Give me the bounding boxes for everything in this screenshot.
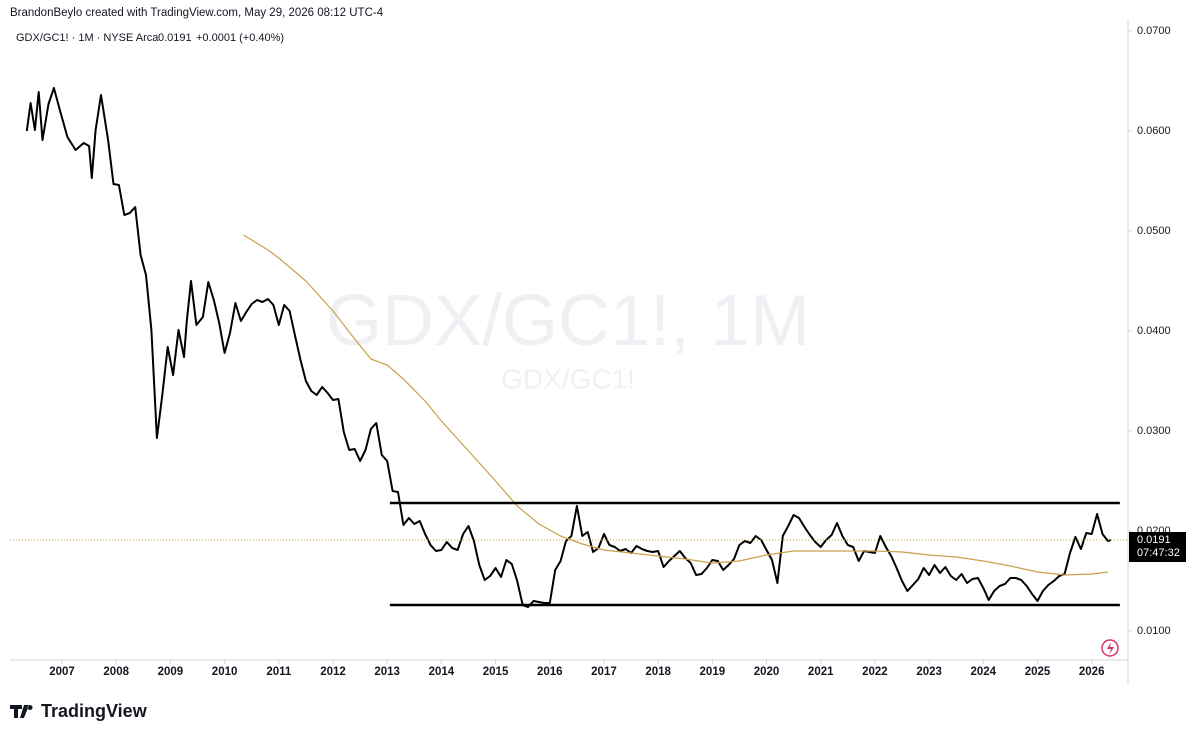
x-tick-label: 2023 — [916, 666, 942, 678]
y-tick-label: 0.0700 — [1137, 25, 1171, 37]
x-tick-label: 2014 — [429, 666, 455, 678]
x-tick-label: 2018 — [645, 666, 671, 678]
price-tag-countdown: 07:47:32 — [1137, 547, 1180, 559]
x-tick-label: 2020 — [754, 666, 780, 678]
x-tick-label: 2024 — [971, 666, 997, 678]
y-tick-label: 0.0600 — [1137, 125, 1171, 137]
x-tick-label: 2016 — [537, 666, 563, 678]
y-tick-label: 0.0400 — [1137, 325, 1171, 337]
logo-mark — [10, 705, 33, 718]
price-line — [243, 234, 1108, 576]
y-tick-label: 0.0300 — [1137, 425, 1171, 437]
x-tick-label: 2007 — [49, 666, 75, 678]
price-change: +0.0001 (+0.40%) — [196, 32, 284, 44]
x-tick-label: 2017 — [591, 666, 617, 678]
x-tick-label: 2009 — [158, 666, 184, 678]
alert-icon-bolt — [1107, 642, 1114, 655]
y-tick-label: 0.0500 — [1137, 225, 1171, 237]
plot — [10, 87, 1128, 608]
x-tick-label: 2021 — [808, 666, 834, 678]
watermark-sub: GDX/GC1! — [501, 363, 635, 394]
y-tick-label: 0.0100 — [1137, 625, 1171, 637]
x-tick-label: 2011 — [266, 666, 292, 678]
x-tick-label: 2025 — [1025, 666, 1051, 678]
x-tick-label: 2022 — [862, 666, 888, 678]
x-tick-label: 2026 — [1079, 666, 1105, 678]
x-tick-label: 2008 — [103, 666, 129, 678]
price-tag — [1129, 532, 1186, 562]
x-tick-label: 2019 — [700, 666, 726, 678]
alert-icon[interactable] — [1101, 639, 1119, 657]
symbol: GDX/GC1! · 1M · NYSE Arca — [16, 32, 159, 44]
attribution: BrandonBeylo created with TradingView.co… — [10, 7, 384, 19]
price-tag-label: 0.0191 — [1137, 534, 1171, 546]
x-tick-label: 2015 — [483, 666, 509, 678]
x-tick-label: 2013 — [374, 666, 400, 678]
x-tick-label: 2012 — [320, 666, 346, 678]
last-price: 0.0191 — [158, 32, 192, 44]
watermark: GDX/GC1!, 1M — [326, 281, 810, 361]
logo-text: TradingView — [41, 701, 148, 721]
x-tick-label: 2010 — [212, 666, 238, 678]
